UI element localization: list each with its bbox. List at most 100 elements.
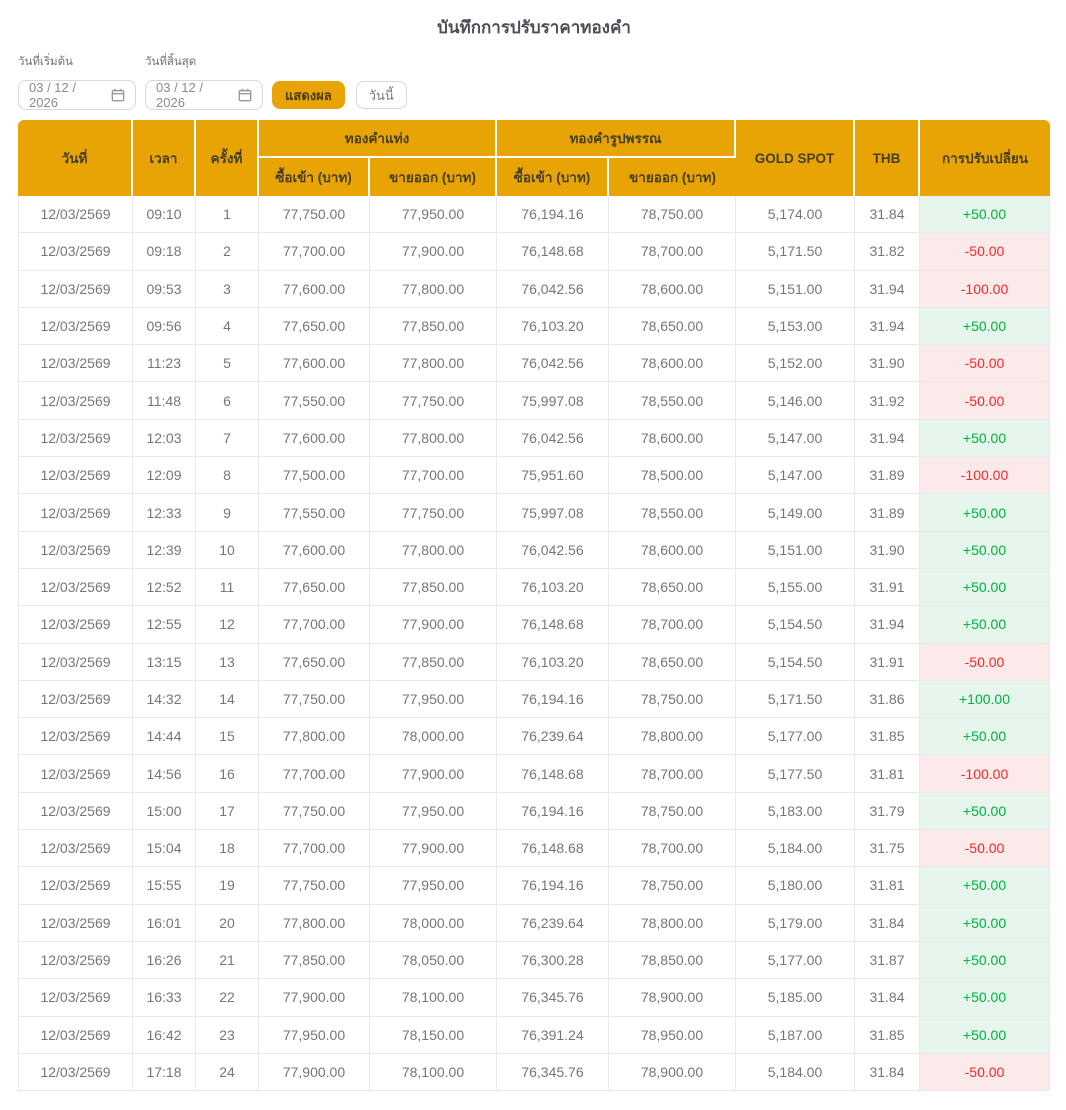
bar-sell-cell: 78,000.00	[370, 718, 497, 756]
thb-cell: 31.89	[855, 457, 920, 495]
gold-spot-cell: 5,153.00	[736, 307, 855, 346]
date-cell: 12/03/2569	[18, 233, 133, 271]
time-cell: 14:56	[133, 755, 196, 793]
change-cell: +50.00	[920, 718, 1050, 756]
table-row: 12/03/2569 16:33 22 77,900.00 78,100.00 76,34…	[18, 979, 1050, 1017]
header-gold-ornament: ทองคำรูปพรรณ	[497, 120, 736, 158]
time-cell: 17:18	[133, 1053, 196, 1092]
ornament-sell-cell: 78,750.00	[609, 196, 736, 234]
ornament-buy-cell: 76,194.16	[497, 792, 609, 831]
header-bar-sell: ขายออก (บาท)	[370, 158, 497, 196]
bar-buy-cell: 77,900.00	[259, 1053, 370, 1092]
change-cell: +50.00	[920, 494, 1050, 532]
ornament-buy-cell: 76,042.56	[497, 345, 609, 383]
round-cell: 3	[196, 270, 259, 308]
bar-sell-cell: 77,800.00	[370, 270, 497, 308]
gold-spot-cell: 5,180.00	[736, 867, 855, 905]
gold-spot-cell: 5,149.00	[736, 494, 855, 532]
date-cell: 12/03/2569	[18, 382, 133, 420]
gold-spot-cell: 5,151.00	[736, 270, 855, 308]
ornament-buy-cell: 76,239.64	[497, 904, 609, 942]
calendar-icon[interactable]	[111, 88, 125, 102]
start-date-input[interactable]: 03 / 12 / 2026	[18, 80, 136, 110]
bar-buy-cell: 77,800.00	[259, 718, 370, 756]
date-cell: 12/03/2569	[18, 830, 133, 868]
time-cell: 15:04	[133, 830, 196, 868]
bar-buy-cell: 77,700.00	[259, 233, 370, 271]
table-row: 12/03/2569 16:26 21 77,850.00 78,050.00 76,30…	[18, 941, 1050, 980]
change-cell: +50.00	[920, 979, 1050, 1017]
round-cell: 13	[196, 643, 259, 681]
change-cell: -50.00	[920, 1053, 1050, 1092]
thb-cell: 31.84	[855, 196, 920, 234]
header-gold-spot: GOLD SPOT	[736, 120, 855, 196]
page-title: บันทึกการปรับราคาทองคำ	[437, 18, 631, 37]
gold-spot-cell: 5,179.00	[736, 904, 855, 942]
thb-cell: 31.91	[855, 568, 920, 607]
gold-price-table: วันที่ เวลา ครั้งที่ ทองคำแท่ง ทองคำรูปพ…	[18, 120, 1050, 1092]
time-cell: 09:10	[133, 196, 196, 234]
thb-cell: 31.90	[855, 531, 920, 569]
change-cell: +50.00	[920, 904, 1050, 942]
thb-cell: 31.86	[855, 680, 920, 719]
ornament-sell-cell: 78,700.00	[609, 830, 736, 868]
table-row: 12/03/2569 15:04 18 77,700.00 77,900.00 76,14…	[18, 830, 1050, 868]
bar-buy-cell: 77,550.00	[259, 382, 370, 420]
time-cell: 09:18	[133, 233, 196, 271]
change-cell: +100.00	[920, 680, 1050, 719]
table-row: 12/03/2569 15:55 19 77,750.00 77,950.00 76,19…	[18, 867, 1050, 905]
ornament-sell-cell: 78,600.00	[609, 531, 736, 569]
end-date-input[interactable]: 03 / 12 / 2026	[145, 80, 263, 110]
calendar-icon[interactable]	[238, 88, 252, 102]
round-cell: 17	[196, 792, 259, 831]
table-body: 12/03/2569 09:10 1 77,750.00 77,950.00 76,194…	[18, 196, 1050, 1092]
thb-cell: 31.91	[855, 643, 920, 681]
table-row: 12/03/2569 14:56 16 77,700.00 77,900.00 76,14…	[18, 755, 1050, 793]
change-cell: -50.00	[920, 830, 1050, 868]
time-cell: 15:55	[133, 867, 196, 905]
gold-spot-cell: 5,183.00	[736, 792, 855, 831]
bar-buy-cell: 77,600.00	[259, 345, 370, 383]
round-cell: 14	[196, 680, 259, 719]
bar-buy-cell: 77,900.00	[259, 979, 370, 1017]
bar-sell-cell: 77,950.00	[370, 792, 497, 831]
ornament-buy-cell: 76,042.56	[497, 531, 609, 569]
gold-spot-cell: 5,147.00	[736, 419, 855, 458]
bar-sell-cell: 77,950.00	[370, 867, 497, 905]
time-cell: 12:52	[133, 568, 196, 607]
header-time: เวลา	[133, 120, 196, 196]
table-row: 12/03/2569 12:09 8 77,500.00 77,700.00 75,951…	[18, 457, 1050, 495]
table-row: 12/03/2569 16:42 23 77,950.00 78,150.00 76,39…	[18, 1016, 1050, 1054]
ornament-sell-cell: 78,500.00	[609, 457, 736, 495]
thb-cell: 31.81	[855, 867, 920, 905]
thb-cell: 31.82	[855, 233, 920, 271]
round-cell: 4	[196, 307, 259, 346]
header-thb: THB	[855, 120, 920, 196]
gold-spot-cell: 5,154.50	[736, 606, 855, 644]
show-results-button[interactable]: แสดงผล	[272, 81, 345, 109]
today-button[interactable]: วันนี้	[355, 81, 407, 109]
ornament-buy-cell: 75,997.08	[497, 382, 609, 420]
header-date: วันที่	[18, 120, 133, 196]
bar-sell-cell: 77,900.00	[370, 755, 497, 793]
bar-sell-cell: 77,750.00	[370, 382, 497, 420]
date-cell: 12/03/2569	[18, 568, 133, 607]
ornament-sell-cell: 78,800.00	[609, 904, 736, 942]
round-cell: 10	[196, 531, 259, 569]
table-row: 12/03/2569 11:23 5 77,600.00 77,800.00 76,042…	[18, 345, 1050, 383]
bar-sell-cell: 78,000.00	[370, 904, 497, 942]
ornament-sell-cell: 78,550.00	[609, 382, 736, 420]
change-cell: -100.00	[920, 270, 1050, 308]
bar-sell-cell: 77,850.00	[370, 307, 497, 346]
header-ornament-sell: ขายออก (บาท)	[609, 158, 736, 196]
ornament-buy-cell: 76,042.56	[497, 419, 609, 458]
thb-cell: 31.84	[855, 1053, 920, 1092]
ornament-buy-cell: 76,103.20	[497, 568, 609, 607]
date-cell: 12/03/2569	[18, 755, 133, 793]
header-change: การปรับเปลี่ยน	[920, 120, 1050, 196]
date-cell: 12/03/2569	[18, 643, 133, 681]
ornament-sell-cell: 78,650.00	[609, 568, 736, 607]
gold-spot-cell: 5,177.50	[736, 755, 855, 793]
gold-spot-cell: 5,146.00	[736, 382, 855, 420]
bar-sell-cell: 78,100.00	[370, 1053, 497, 1092]
